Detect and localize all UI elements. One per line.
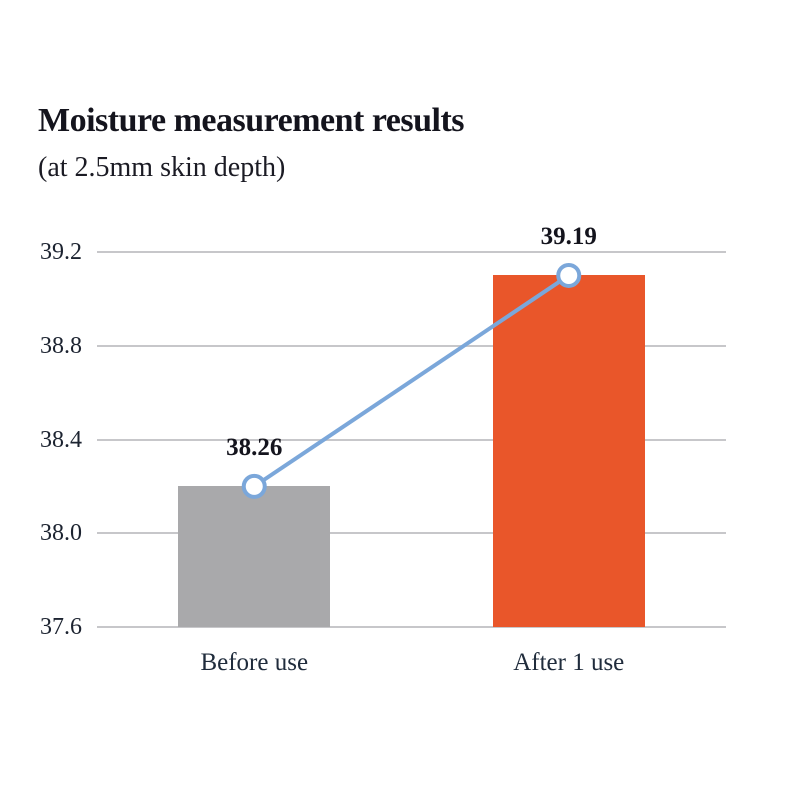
y-tick-label: 39.2	[40, 239, 82, 265]
bar-before-use	[178, 486, 331, 627]
y-tick-label: 38.4	[40, 426, 82, 453]
y-tick-label: 38.0	[40, 520, 82, 547]
gridline	[97, 251, 726, 253]
gridline	[97, 626, 726, 628]
data-label: 39.19	[540, 223, 597, 251]
gridline	[97, 532, 726, 535]
data-label: 38.26	[226, 434, 283, 462]
x-tick-label: After 1 use	[513, 649, 625, 676]
chart-title: Moisture measurement results	[38, 102, 465, 139]
chart-subtitle: (at 2.5mm skin depth)	[38, 152, 286, 183]
y-tick-label: 38.8	[40, 332, 82, 359]
x-tick-label: Before use	[200, 649, 309, 676]
bar-after-1-use	[492, 275, 645, 627]
y-tick-label: 37.6	[40, 614, 82, 640]
